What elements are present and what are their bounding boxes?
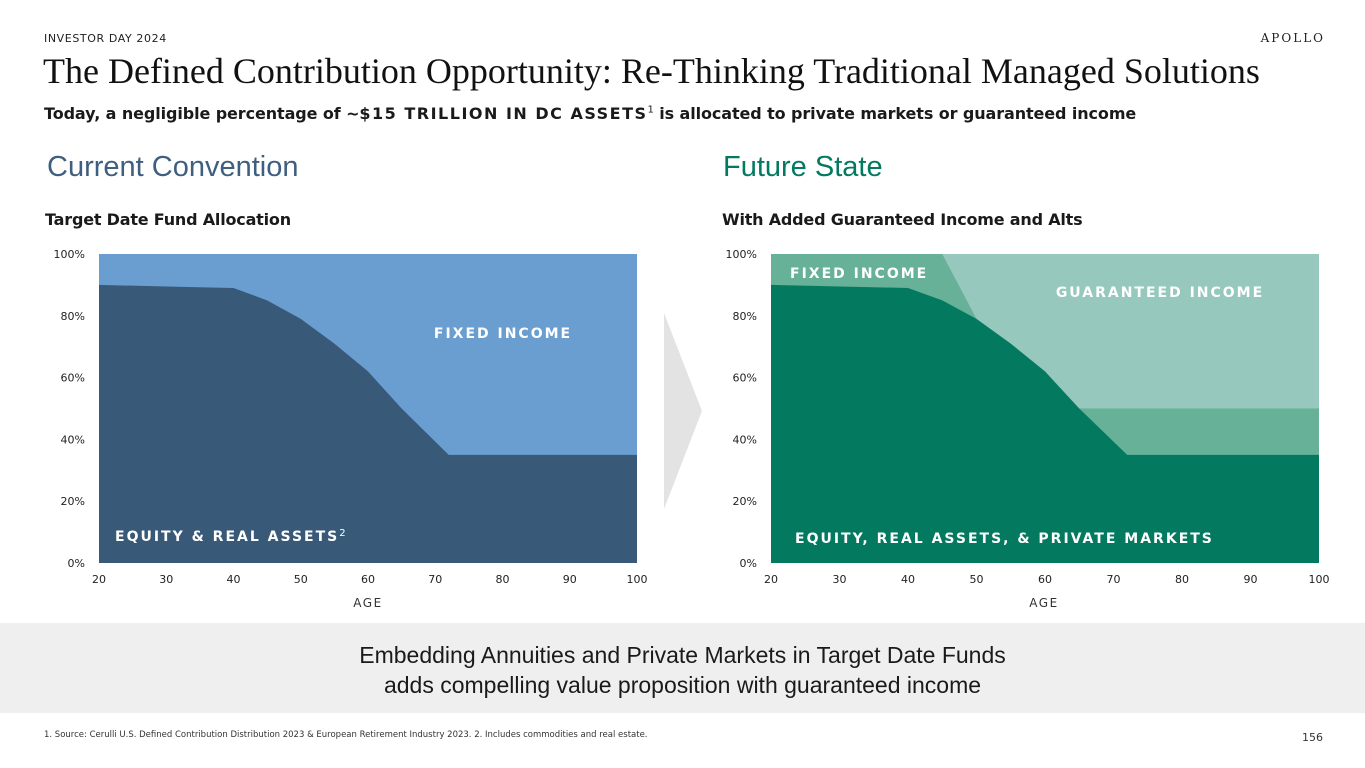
right-y-tick: 60%: [733, 372, 757, 385]
right-x-tick: 40: [901, 573, 915, 586]
takeaway-line-2: adds compelling value proposition with g…: [383, 672, 982, 698]
takeaway-line-1: Embedding Annuities and Private Markets …: [359, 642, 1006, 668]
left-fixed-income-label: FIXED INCOME: [434, 326, 572, 342]
right-equity-label: EQUITY, REAL ASSETS, & PRIVATE MARKETS: [795, 531, 1214, 547]
chevron-right-icon: [664, 313, 702, 509]
right-y-tick: 0%: [740, 557, 757, 570]
takeaway-text: Embedding Annuities and Private Markets …: [0, 640, 1365, 700]
left-y-tick: 0%: [68, 557, 85, 570]
subtitle-pre: Today, a negligible percentage of ~: [44, 104, 360, 123]
right-fixed-income-label: FIXED INCOME: [790, 266, 928, 282]
left-equity-area: [99, 284, 637, 563]
left-x-tick: 70: [428, 573, 442, 586]
footnote: 1. Source: Cerulli U.S. Defined Contribu…: [44, 730, 648, 740]
left-x-tick: 30: [159, 573, 173, 586]
left-x-tick: 60: [361, 573, 375, 586]
subtitle-highlight: $15 TRILLION IN DC ASSETS: [359, 104, 648, 123]
subtitle-footnote-marker: 1: [647, 104, 654, 116]
right-x-tick: 80: [1175, 573, 1189, 586]
current-convention-heading: Current Convention: [47, 151, 299, 183]
right-x-axis-label: AGE: [1029, 596, 1058, 610]
right-x-tick: 30: [833, 573, 847, 586]
left-x-tick: 80: [496, 573, 510, 586]
left-x-tick: 90: [563, 573, 577, 586]
page-title: The Defined Contribution Opportunity: Re…: [43, 51, 1260, 91]
right-y-tick: 40%: [733, 433, 757, 446]
takeaway-banner: [0, 623, 1365, 713]
left-x-tick: 20: [92, 573, 106, 586]
allocation-charts: 0%20%40%60%80%100%20 30 40 50 60 70 80 90 100AGE…: [54, 248, 1330, 610]
right-y-tick: 100%: [726, 248, 757, 261]
event-eyebrow: INVESTOR DAY 2024: [44, 32, 167, 45]
left-y-tick: 40%: [61, 433, 85, 446]
right-guaranteed-income-label: GUARANTEED INCOME: [1056, 285, 1264, 301]
left-y-tick: 20%: [61, 495, 85, 508]
brand-logo: APOLLO: [1260, 31, 1325, 45]
left-y-tick: 100%: [54, 248, 85, 261]
right-chart-title: With Added Guaranteed Income and Alts: [722, 210, 1083, 229]
right-equity-area: [771, 284, 1319, 563]
left-x-tick: 100: [627, 573, 648, 586]
left-x-tick: 40: [227, 573, 241, 586]
right-y-tick: 80%: [733, 310, 757, 323]
left-equity-footnote-marker: 2: [339, 528, 347, 539]
left-y-tick: 60%: [61, 372, 85, 385]
subtitle-post: is allocated to private markets or guara…: [653, 104, 1137, 123]
page-subtitle: Today, a negligible percentage of ~$15 T…: [44, 104, 1136, 123]
left-y-tick: 80%: [61, 310, 85, 323]
right-x-tick: 70: [1107, 573, 1121, 586]
page-number: 156: [1302, 731, 1323, 744]
left-x-axis-label: AGE: [353, 596, 382, 610]
right-x-tick: 50: [970, 573, 984, 586]
left-equity-label: EQUITY & REAL ASSETS2: [115, 528, 348, 545]
right-x-tick: 60: [1038, 573, 1052, 586]
future-state-heading: Future State: [723, 151, 883, 183]
right-x-tick: 90: [1244, 573, 1258, 586]
left-x-tick: 50: [294, 573, 308, 586]
right-x-tick: 20: [764, 573, 778, 586]
right-y-tick: 20%: [733, 495, 757, 508]
right-x-tick: 100: [1309, 573, 1330, 586]
left-chart-title: Target Date Fund Allocation: [45, 210, 291, 229]
